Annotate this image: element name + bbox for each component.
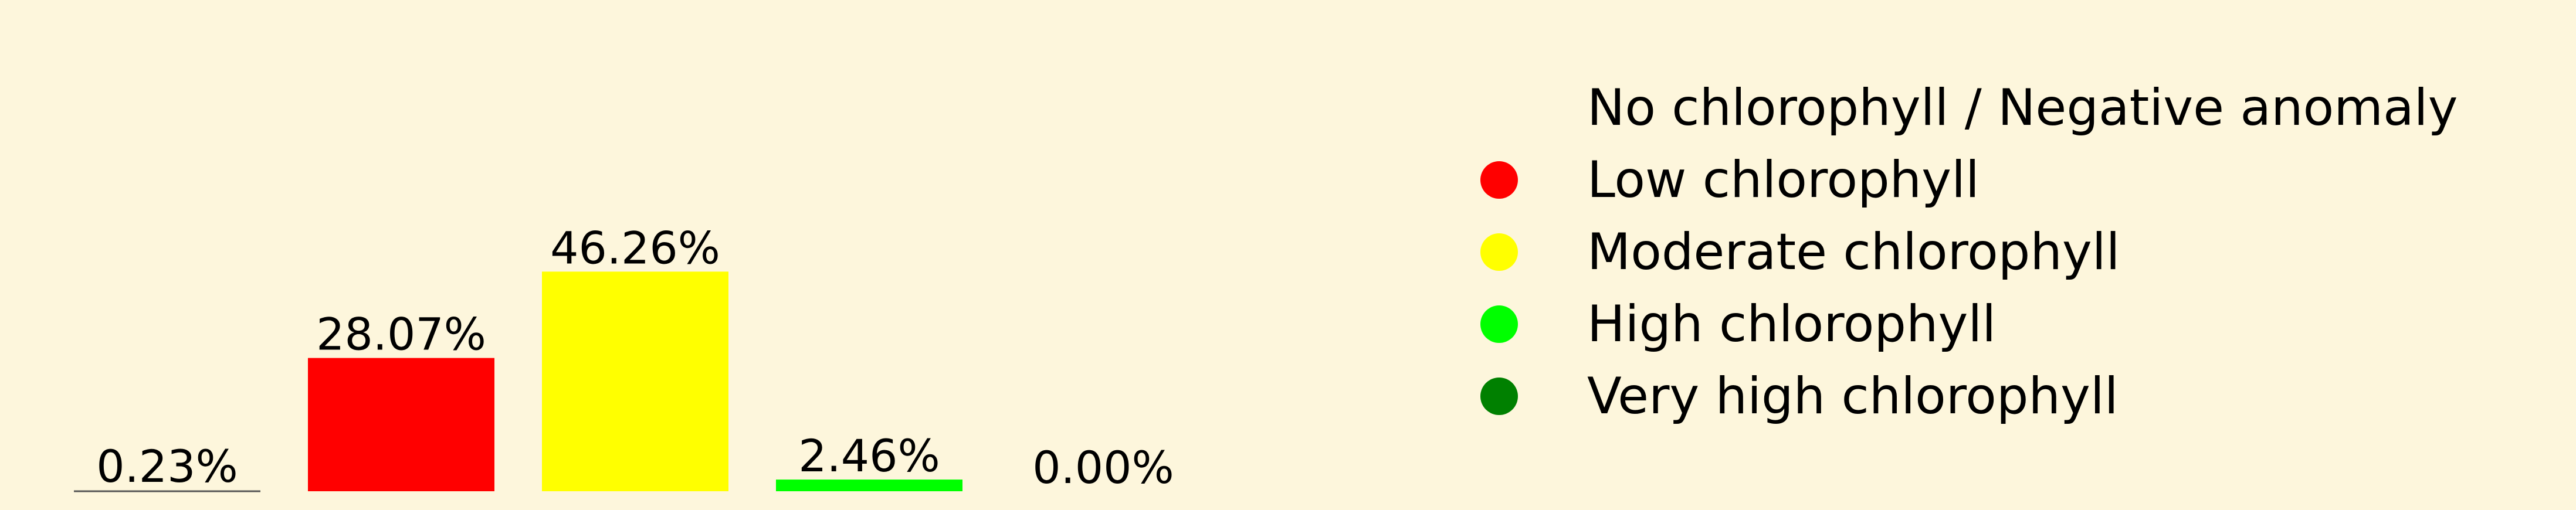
bar-value-label-1: 0.23%: [96, 440, 238, 492]
legend-label-5: Very high chlorophyll: [1587, 367, 2119, 426]
legend-marker-1: [1480, 89, 1518, 127]
bar-value-label-2: 28.07%: [316, 308, 486, 361]
legend-label-3: Moderate chlorophyll: [1587, 223, 2120, 281]
legend-label-1: No chlorophyll / Negative anomaly: [1587, 79, 2458, 137]
value-labels-layer: 0.23% 28.07% 46.26% 2.46% 0.00%: [96, 222, 1174, 494]
bars-layer: [74, 271, 962, 492]
bar-2: [308, 358, 494, 491]
legend-marker-5: [1480, 378, 1518, 415]
bar-4: [776, 480, 962, 491]
bar-value-label-3: 46.26%: [550, 222, 720, 274]
legend-marker-4: [1480, 305, 1518, 343]
bar-3: [542, 271, 728, 491]
bar-value-label-4: 2.46%: [798, 430, 940, 482]
legend-label-2: Low chlorophyll: [1587, 151, 1980, 209]
legend-marker-3: [1480, 233, 1518, 271]
legend: No chlorophyll / Negative anomaly Low chl…: [1480, 79, 2458, 426]
legend-label-4: High chlorophyll: [1587, 295, 1996, 353]
legend-marker-2: [1480, 161, 1518, 199]
bar-value-label-5: 0.00%: [1032, 441, 1174, 494]
